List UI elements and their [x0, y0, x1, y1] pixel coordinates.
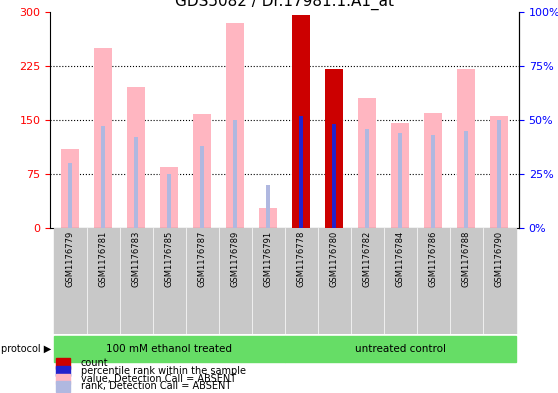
Text: GSM1176789: GSM1176789 — [230, 231, 239, 287]
Bar — [285, 336, 516, 362]
Bar — [318, 228, 350, 334]
Text: GSM1176786: GSM1176786 — [429, 231, 437, 288]
Bar — [119, 228, 152, 334]
Bar — [483, 228, 516, 334]
Title: GDS5082 / Dr.17981.1.A1_at: GDS5082 / Dr.17981.1.A1_at — [175, 0, 394, 11]
Bar — [490, 116, 508, 228]
Bar — [285, 228, 318, 334]
Text: GSM1176787: GSM1176787 — [198, 231, 206, 288]
Text: GSM1176790: GSM1176790 — [494, 231, 504, 287]
Text: GSM1176782: GSM1176782 — [363, 231, 372, 287]
Text: GSM1176781: GSM1176781 — [99, 231, 108, 287]
Bar — [299, 116, 303, 228]
Text: untreated control: untreated control — [355, 344, 446, 354]
Bar — [431, 135, 435, 228]
Bar — [325, 70, 343, 228]
Bar — [350, 228, 383, 334]
Bar — [56, 381, 70, 391]
Text: GSM1176779: GSM1176779 — [65, 231, 75, 287]
Bar — [219, 228, 252, 334]
Bar — [193, 114, 211, 228]
Text: GSM1176780: GSM1176780 — [330, 231, 339, 287]
Text: GSM1176784: GSM1176784 — [396, 231, 405, 287]
Text: percentile rank within the sample: percentile rank within the sample — [81, 366, 246, 376]
Bar — [391, 123, 409, 228]
Bar — [56, 373, 70, 384]
Bar — [56, 366, 70, 376]
Bar — [398, 133, 402, 228]
Text: GSM1176791: GSM1176791 — [263, 231, 272, 287]
Bar — [200, 146, 204, 228]
Bar — [424, 113, 442, 228]
Bar — [160, 167, 178, 228]
Bar — [167, 174, 171, 228]
Bar — [259, 208, 277, 228]
Text: count: count — [81, 358, 109, 368]
Text: value, Detection Call = ABSENT: value, Detection Call = ABSENT — [81, 374, 236, 384]
Bar — [450, 228, 483, 334]
Bar — [266, 185, 270, 228]
Bar — [365, 129, 369, 228]
Bar — [457, 70, 475, 228]
Bar — [101, 127, 105, 228]
Text: protocol ▶: protocol ▶ — [1, 344, 51, 354]
Text: rank, Detection Call = ABSENT: rank, Detection Call = ABSENT — [81, 381, 231, 391]
Bar — [152, 228, 186, 334]
Text: GSM1176788: GSM1176788 — [461, 231, 470, 288]
Bar — [252, 228, 285, 334]
Bar — [54, 228, 86, 334]
Bar — [358, 98, 376, 228]
Bar — [226, 22, 244, 228]
Bar — [417, 228, 450, 334]
Text: GSM1176783: GSM1176783 — [132, 231, 141, 288]
Bar — [464, 130, 468, 228]
Bar — [383, 228, 417, 334]
Bar — [86, 228, 119, 334]
Bar — [497, 120, 501, 228]
Bar — [186, 228, 219, 334]
Bar — [292, 15, 310, 228]
Text: 100 mM ethanol treated: 100 mM ethanol treated — [106, 344, 232, 354]
Bar — [134, 137, 138, 228]
Text: GSM1176778: GSM1176778 — [297, 231, 306, 288]
Bar — [68, 163, 72, 228]
Text: GSM1176785: GSM1176785 — [165, 231, 174, 287]
Bar — [332, 124, 336, 228]
Bar — [233, 120, 237, 228]
Bar — [61, 149, 79, 228]
Bar — [94, 48, 112, 228]
Bar — [54, 336, 285, 362]
Bar — [56, 358, 70, 369]
Bar — [127, 87, 145, 228]
